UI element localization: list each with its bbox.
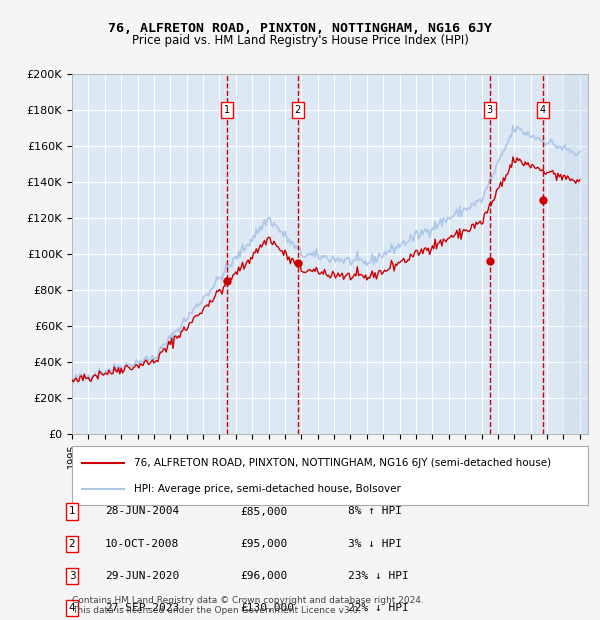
Text: 3% ↓ HPI: 3% ↓ HPI bbox=[348, 539, 402, 549]
Text: 29-JUN-2020: 29-JUN-2020 bbox=[105, 571, 179, 581]
Text: 76, ALFRETON ROAD, PINXTON, NOTTINGHAM, NG16 6JY (semi-detached house): 76, ALFRETON ROAD, PINXTON, NOTTINGHAM, … bbox=[134, 458, 551, 468]
Text: 28-JUN-2004: 28-JUN-2004 bbox=[105, 507, 179, 516]
Text: £96,000: £96,000 bbox=[240, 571, 287, 581]
Text: 76, ALFRETON ROAD, PINXTON, NOTTINGHAM, NG16 6JY: 76, ALFRETON ROAD, PINXTON, NOTTINGHAM, … bbox=[108, 22, 492, 35]
Bar bbox=[563, 74, 588, 434]
Text: 4: 4 bbox=[540, 105, 546, 115]
Text: 2: 2 bbox=[295, 105, 301, 115]
Text: 3: 3 bbox=[68, 571, 76, 581]
Text: £85,000: £85,000 bbox=[240, 507, 287, 516]
Text: Contains HM Land Registry data © Crown copyright and database right 2024.
This d: Contains HM Land Registry data © Crown c… bbox=[72, 596, 424, 615]
Text: 23% ↓ HPI: 23% ↓ HPI bbox=[348, 571, 409, 581]
Text: 22% ↓ HPI: 22% ↓ HPI bbox=[348, 603, 409, 613]
Text: 3: 3 bbox=[487, 105, 493, 115]
Text: 10-OCT-2008: 10-OCT-2008 bbox=[105, 539, 179, 549]
Text: 4: 4 bbox=[68, 603, 76, 613]
Text: 1: 1 bbox=[68, 507, 76, 516]
Text: Price paid vs. HM Land Registry's House Price Index (HPI): Price paid vs. HM Land Registry's House … bbox=[131, 34, 469, 47]
Text: 1: 1 bbox=[224, 105, 230, 115]
Text: 2: 2 bbox=[68, 539, 76, 549]
Text: £95,000: £95,000 bbox=[240, 539, 287, 549]
Text: £130,000: £130,000 bbox=[240, 603, 294, 613]
Text: HPI: Average price, semi-detached house, Bolsover: HPI: Average price, semi-detached house,… bbox=[134, 484, 401, 494]
Text: 27-SEP-2023: 27-SEP-2023 bbox=[105, 603, 179, 613]
Text: 8% ↑ HPI: 8% ↑ HPI bbox=[348, 507, 402, 516]
